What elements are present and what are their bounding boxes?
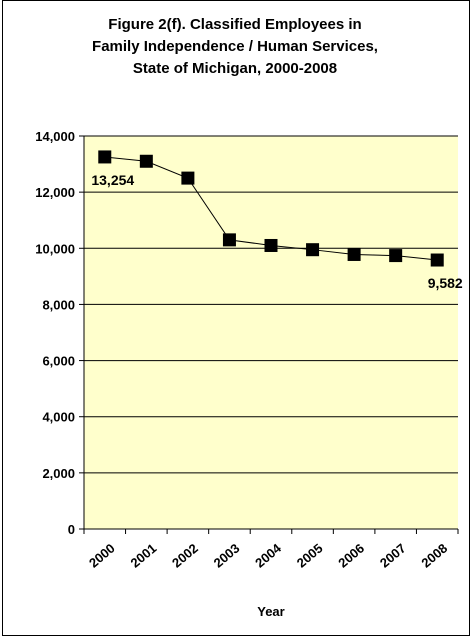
y-tick-label: 12,000 <box>35 185 75 200</box>
data-labels: 13,254 9,582 <box>91 172 463 291</box>
x-tick-label: 2004 <box>252 540 284 571</box>
data-point-marker <box>222 233 236 247</box>
data-point-marker <box>389 249 403 263</box>
plot-area <box>84 136 458 529</box>
data-point-marker <box>430 253 444 267</box>
data-point-marker <box>347 247 361 261</box>
y-tick-label: 14,000 <box>35 129 75 144</box>
x-tick-label: 2003 <box>211 541 243 571</box>
data-point-marker <box>264 238 278 252</box>
series-line <box>98 150 444 267</box>
x-tick-label: 2001 <box>128 541 160 571</box>
x-axis-ticks: 2000 2001 2002 2003 2004 2005 2006 2007 2008 <box>83 529 459 571</box>
data-point-marker <box>306 243 320 257</box>
x-tick-label: 2002 <box>169 541 201 571</box>
data-label: 13,254 <box>91 172 134 188</box>
y-tick-label: 0 <box>68 522 75 537</box>
data-point-marker <box>139 154 153 168</box>
axes <box>83 136 458 530</box>
data-point-marker <box>181 171 195 185</box>
x-tick-label: 2007 <box>377 541 409 571</box>
chart-title: Figure 2(f). Classified Employees in Fam… <box>92 16 378 77</box>
y-tick-label: 10,000 <box>35 241 75 256</box>
x-tick-label: 2005 <box>294 541 326 571</box>
y-tick-label: 8,000 <box>42 297 75 312</box>
x-tick-label: 2008 <box>418 541 450 571</box>
x-tick-label: 2000 <box>86 541 118 571</box>
x-axis-label: Year <box>257 604 284 619</box>
y-tick-label: 2,000 <box>42 466 75 481</box>
y-tick-label: 6,000 <box>42 354 75 369</box>
y-tick-label: 4,000 <box>42 410 75 425</box>
gridlines <box>84 135 458 474</box>
data-label: 9,582 <box>428 275 463 291</box>
y-axis-ticks: 0 2,000 4,000 6,000 8,000 10,000 12,000 14,000 <box>35 129 84 537</box>
data-point-marker <box>98 150 112 164</box>
x-tick-label: 2006 <box>335 541 367 571</box>
